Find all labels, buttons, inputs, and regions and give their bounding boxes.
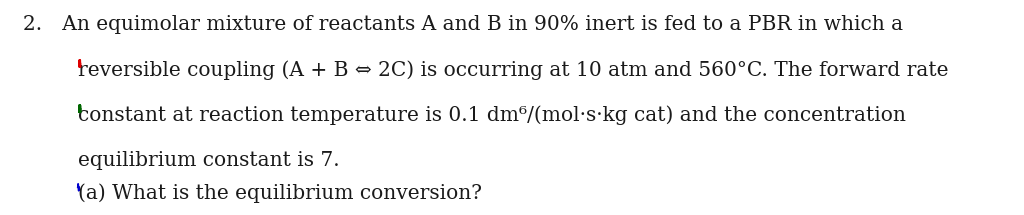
Text: equilibrium constant is 7.: equilibrium constant is 7. xyxy=(78,150,339,169)
Text: reversible coupling (A + B ⇔ 2C) is occurring at 10 atm and 560°C. The forward r: reversible coupling (A + B ⇔ 2C) is occu… xyxy=(78,60,948,80)
Text: constant at reaction temperature is 0.1 dm⁶/(mol·s·kg cat) and the concentration: constant at reaction temperature is 0.1 … xyxy=(78,105,905,125)
Text: 2. An equimolar mixture of reactants A and B in 90% inert is fed to a PBR in whi: 2. An equimolar mixture of reactants A a… xyxy=(23,15,902,34)
Text: (a) What is the equilibrium conversion?: (a) What is the equilibrium conversion? xyxy=(78,184,482,203)
